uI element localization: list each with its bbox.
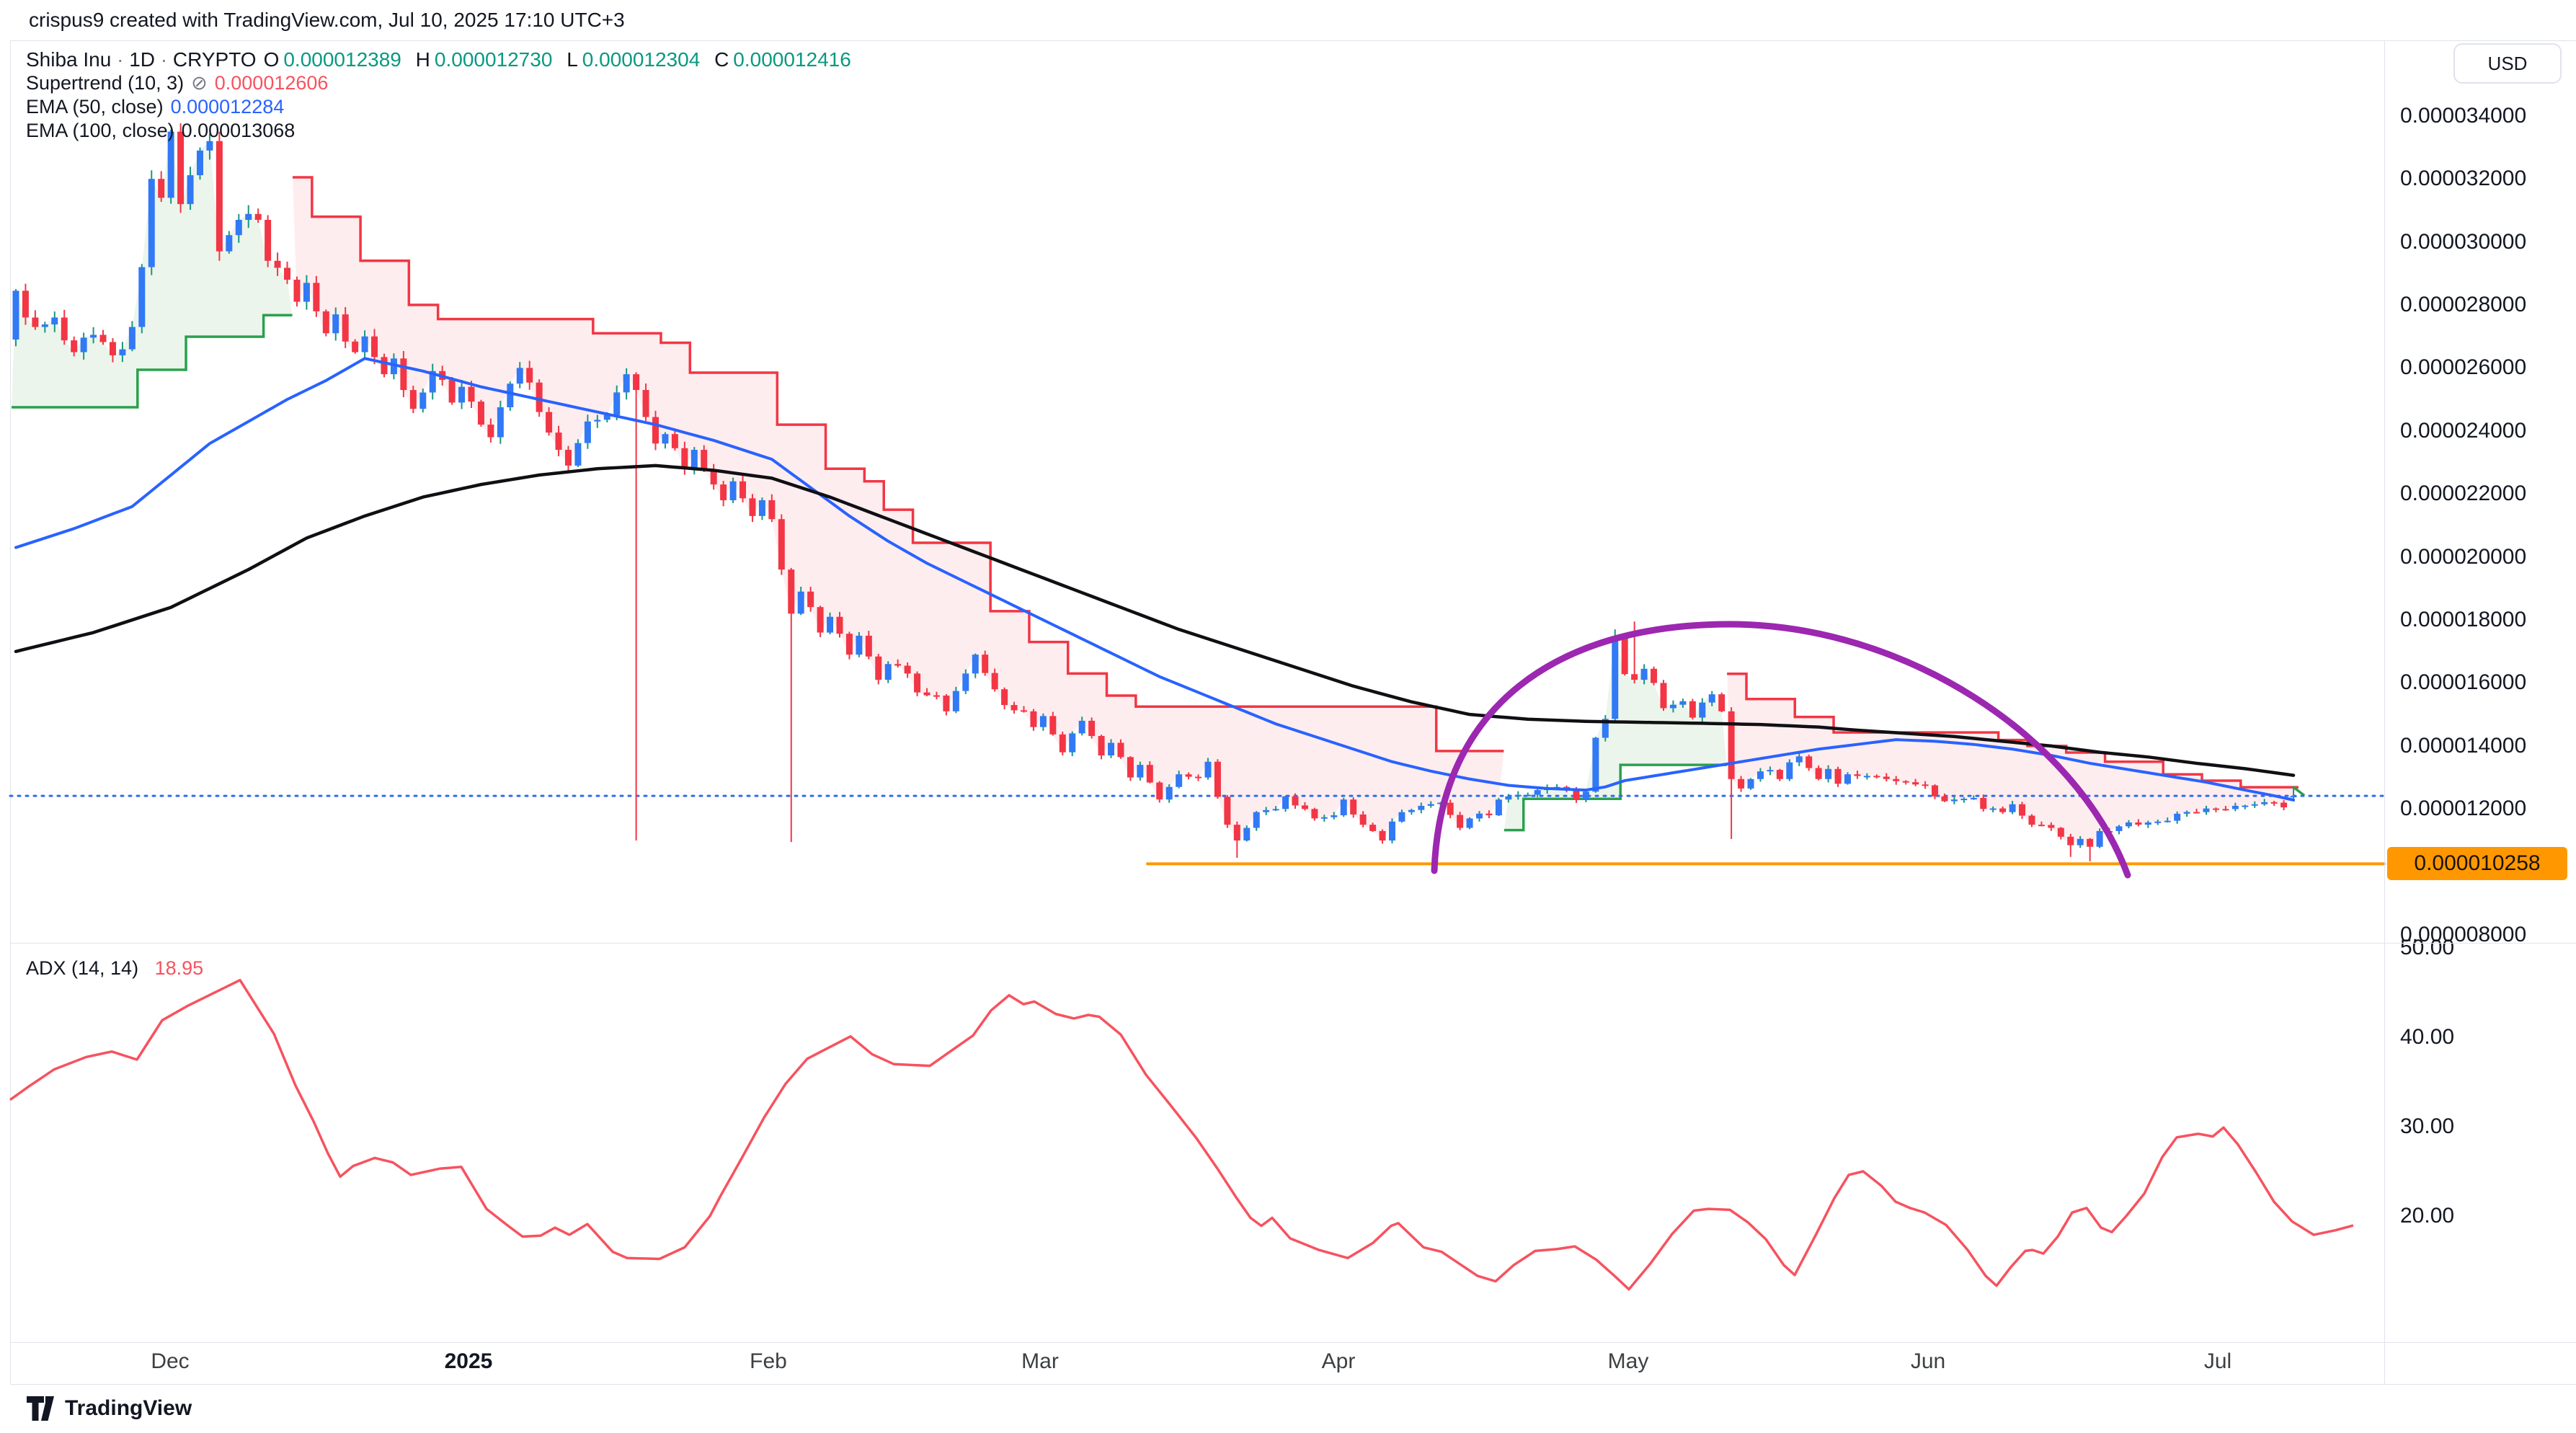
symbol-row[interactable]: Shiba Inu · 1D · CRYPTO O 0.000012389 H 0.… — [26, 48, 860, 71]
time-axis-label: Jul — [2203, 1349, 2232, 1373]
tradingview-footer[interactable]: TradingView — [26, 1396, 192, 1421]
price-axis-label: 0.000032000 — [2400, 167, 2527, 191]
time-axis-label: Jun — [1910, 1349, 1946, 1373]
price-axis-label: 0.000034000 — [2400, 103, 2527, 128]
symbol-title: Shiba Inu · 1D · CRYPTO — [26, 48, 257, 71]
ema50-row[interactable]: EMA (50, close) 0.000012284 — [26, 96, 285, 117]
chart-card — [10, 40, 2576, 1384]
price-axis-label: 0.000030000 — [2400, 229, 2527, 254]
axis-separator — [10, 1342, 2576, 1343]
currency-label: USD — [2487, 52, 2528, 74]
time-axis-label: Mar — [1021, 1349, 1059, 1373]
adx-axis-label: 50.00 — [2400, 936, 2455, 959]
ema100-row[interactable]: EMA (100, close) 0.000013068 — [26, 120, 296, 141]
price-axis-label: 0.000028000 — [2400, 293, 2527, 316]
adx-axis-label: 40.00 — [2400, 1025, 2455, 1049]
price-axis-label: 0.000014000 — [2400, 733, 2527, 758]
time-axis-label: 2025 — [444, 1349, 493, 1373]
price-axis-label: 0.000008000 — [2400, 923, 2527, 947]
price-axis-label: 0.000026000 — [2400, 355, 2527, 380]
adx-axis-label: 30.00 — [2400, 1114, 2455, 1138]
time-axis-label: May — [1607, 1349, 1649, 1373]
price-axis-label: 0.000024000 — [2400, 418, 2527, 443]
adx-axis-label: 20.00 — [2400, 1204, 2455, 1228]
price-axis-label: 0.000012000 — [2400, 797, 2527, 821]
time-axis-label: Dec — [151, 1349, 190, 1373]
price-axis-label: 0.000016000 — [2400, 670, 2527, 695]
ohlc-values: O 0.000012389 H 0.000012730 L 0.000012304 C… — [263, 48, 851, 71]
supertrend-row[interactable]: Supertrend (10, 3) ⊘ 0.000012606 — [26, 72, 329, 94]
footer-separator — [10, 1384, 2576, 1385]
support-price-value: 0.000010258 — [2414, 851, 2541, 876]
adx-legend-row[interactable]: ADX (14, 14) 18.95 — [26, 957, 204, 979]
price-axis-label: 0.000018000 — [2400, 608, 2527, 632]
support-price-badge: 0.000010258 — [2387, 847, 2567, 881]
price-axis-label: 0.000020000 — [2400, 544, 2527, 569]
price-axis-label: 0.000022000 — [2400, 482, 2527, 506]
currency-toggle-button[interactable]: USD — [2453, 43, 2562, 84]
chart-legend: Shiba Inu · 1D · CRYPTO O 0.000012389 H 0.… — [26, 48, 860, 143]
tradingview-logo-text: TradingView — [65, 1396, 192, 1420]
pane-separator[interactable] — [10, 943, 2576, 944]
attribution-text: crispus9 created with TradingView.com, J… — [29, 9, 625, 31]
tradingview-logo-icon — [27, 1396, 54, 1421]
time-axis-label: Feb — [750, 1349, 787, 1373]
price-scale-border — [2384, 40, 2385, 1384]
time-axis-label: Apr — [1321, 1349, 1356, 1373]
hidden-eye-icon: ⊘ — [191, 72, 208, 94]
